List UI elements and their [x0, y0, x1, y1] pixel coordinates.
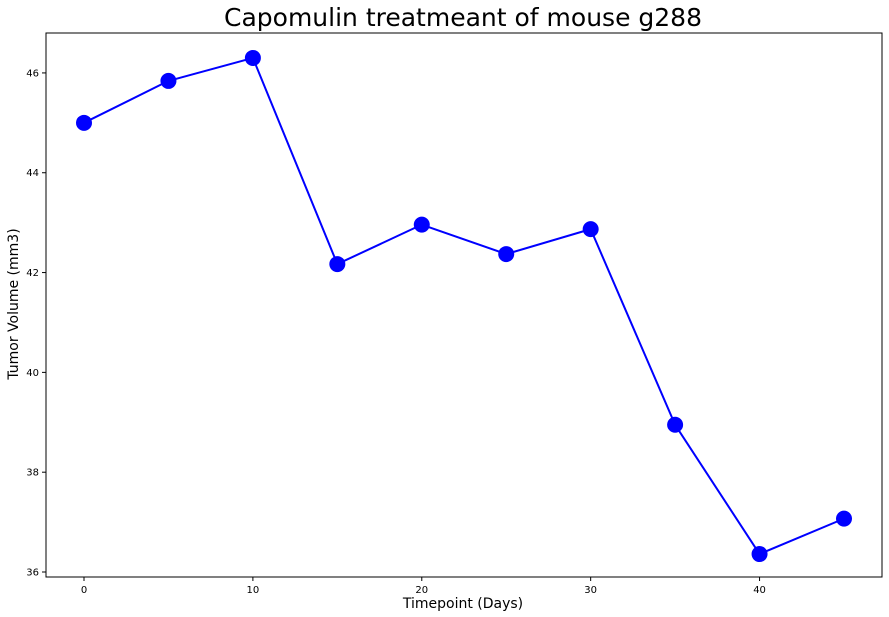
data-point: [244, 49, 261, 66]
data-point: [329, 256, 346, 273]
data-point: [160, 72, 177, 89]
y-tick-label: 38: [26, 468, 39, 479]
plot-area: 0 10 20 30 40 36 38 40 42 44 46: [26, 32, 883, 596]
chart-title: Capomulin treatmeant of mouse g288: [224, 3, 702, 32]
x-tick-label: 0: [81, 585, 87, 596]
data-point: [751, 546, 768, 563]
y-tick-label: 40: [26, 368, 39, 379]
y-tick-label: 36: [26, 568, 39, 579]
y-axis-label: Tumor Volume (mm3): [6, 228, 22, 380]
data-point: [667, 416, 684, 433]
x-tick-label: 10: [247, 585, 260, 596]
data-point: [76, 114, 92, 131]
x-tick-label: 40: [753, 585, 766, 596]
x-tick-label: 20: [415, 585, 428, 596]
y-tick-label: 42: [26, 268, 39, 279]
x-tick-label: 30: [584, 585, 597, 596]
data-point: [836, 510, 852, 527]
y-tick-label: 44: [26, 168, 39, 179]
data-point: [582, 221, 599, 238]
plot-frame: [45, 32, 883, 578]
series-line: [83, 56, 845, 556]
data-point: [498, 246, 515, 263]
data-point: [413, 216, 430, 233]
y-tick-label: 46: [26, 68, 39, 79]
x-axis-label: Timepoint (Days): [402, 596, 523, 612]
